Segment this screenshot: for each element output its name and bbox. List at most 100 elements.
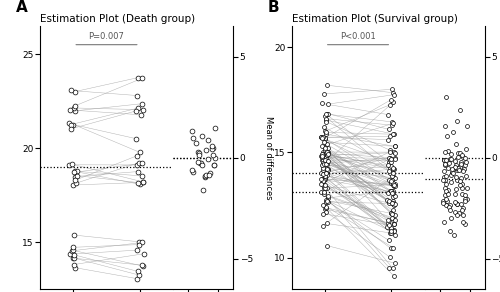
Point: [386, 170, 394, 175]
Point: [324, 198, 332, 203]
Point: [390, 212, 398, 217]
Point: [440, 169, 448, 173]
Point: [386, 134, 394, 138]
Point: [67, 122, 75, 127]
Point: [194, 160, 202, 165]
Point: [192, 140, 200, 145]
Point: [456, 211, 464, 216]
Point: [320, 125, 328, 129]
Point: [390, 92, 398, 97]
Point: [138, 240, 146, 245]
Text: A: A: [16, 0, 28, 15]
Point: [458, 212, 466, 217]
Point: [198, 163, 206, 168]
Point: [200, 174, 208, 179]
Point: [321, 136, 329, 140]
Point: [324, 159, 332, 163]
Point: [386, 189, 394, 194]
Point: [457, 201, 465, 206]
Point: [384, 163, 392, 168]
Point: [322, 205, 330, 210]
Point: [132, 109, 140, 113]
Point: [135, 239, 143, 244]
Point: [390, 150, 398, 154]
Point: [324, 146, 332, 150]
Point: [389, 195, 397, 200]
Point: [134, 169, 142, 174]
Point: [388, 90, 396, 95]
Point: [442, 150, 450, 154]
Point: [386, 227, 394, 232]
Point: [440, 158, 448, 163]
Point: [449, 130, 457, 134]
Point: [66, 127, 74, 131]
Point: [139, 180, 147, 184]
Point: [391, 156, 399, 161]
Point: [391, 184, 399, 188]
Text: Estimation Plot (Death group): Estimation Plot (Death group): [40, 14, 195, 24]
Point: [388, 121, 396, 126]
Point: [389, 174, 397, 179]
Point: [320, 171, 328, 176]
Point: [387, 189, 395, 194]
Point: [320, 168, 328, 173]
Point: [442, 95, 450, 99]
Point: [453, 202, 461, 207]
Point: [441, 192, 449, 197]
Point: [389, 201, 397, 205]
Point: [210, 146, 218, 150]
Point: [324, 195, 332, 200]
Point: [322, 151, 330, 156]
Point: [136, 182, 144, 187]
Point: [441, 199, 449, 204]
Point: [446, 229, 454, 233]
Point: [319, 166, 327, 170]
Point: [318, 136, 326, 141]
Point: [387, 226, 395, 230]
Point: [454, 154, 462, 159]
Point: [444, 149, 452, 154]
Point: [447, 157, 455, 161]
Point: [138, 161, 146, 166]
Point: [132, 248, 140, 253]
Point: [72, 173, 80, 178]
Point: [134, 163, 141, 167]
Text: P=0.007: P=0.007: [88, 32, 124, 41]
Point: [206, 171, 214, 175]
Point: [390, 191, 398, 196]
Point: [450, 233, 458, 237]
Point: [139, 107, 147, 112]
Point: [322, 112, 330, 117]
Point: [133, 276, 141, 281]
Point: [321, 174, 329, 178]
Point: [133, 153, 141, 158]
Point: [208, 146, 216, 151]
Point: [324, 194, 332, 199]
Point: [460, 167, 468, 172]
Point: [386, 265, 394, 270]
Point: [322, 149, 330, 154]
Point: [321, 183, 329, 188]
Point: [462, 124, 470, 128]
Point: [386, 127, 394, 132]
Point: [452, 201, 460, 206]
Text: Estimation Plot (Survival group): Estimation Plot (Survival group): [292, 14, 458, 24]
Point: [322, 132, 330, 136]
Point: [317, 189, 325, 194]
Point: [70, 245, 78, 250]
Point: [210, 126, 218, 130]
Point: [324, 151, 332, 156]
Text: P<0.001: P<0.001: [340, 32, 376, 41]
Point: [388, 211, 396, 216]
Point: [459, 169, 467, 174]
Point: [324, 150, 332, 154]
Point: [461, 197, 469, 201]
Point: [386, 178, 394, 182]
Point: [390, 229, 398, 233]
Point: [317, 153, 325, 158]
Point: [440, 175, 448, 180]
Point: [445, 161, 453, 166]
Point: [318, 144, 326, 149]
Point: [322, 197, 330, 202]
Point: [324, 168, 332, 172]
